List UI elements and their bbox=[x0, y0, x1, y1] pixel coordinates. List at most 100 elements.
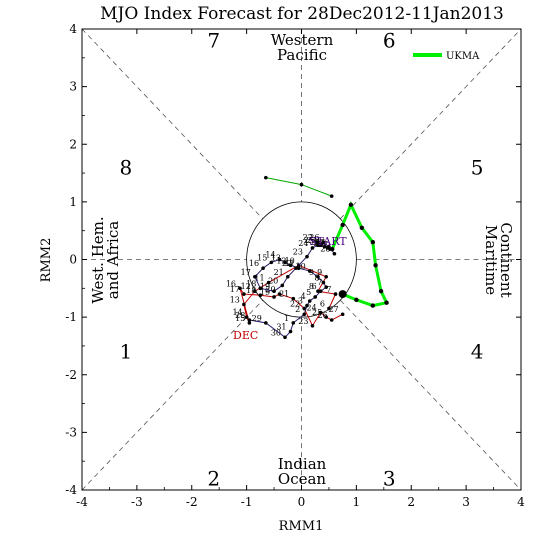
series-0-day-label: 25 bbox=[312, 308, 322, 317]
series-1-point bbox=[283, 260, 287, 265]
series-1-point bbox=[280, 283, 285, 288]
series-1-day-label: 3 bbox=[298, 297, 303, 306]
series-0-day-label: 13 bbox=[230, 295, 240, 304]
series-1-day-label: 4 bbox=[301, 292, 306, 301]
series-1-day-label: 2 bbox=[295, 305, 300, 314]
series-1-day-label: 30 bbox=[271, 328, 281, 337]
series-0-day-label: 6 bbox=[320, 299, 325, 308]
series-0-day-label: 12 bbox=[241, 282, 251, 291]
series-1-point bbox=[283, 335, 287, 340]
series-0-point bbox=[291, 296, 296, 301]
series-2-day-label: 25 bbox=[314, 239, 324, 248]
x-tick-label: -2 bbox=[186, 495, 198, 509]
series-1-point bbox=[264, 321, 268, 325]
series-1-day-label: 16 bbox=[249, 259, 259, 268]
series-0-point bbox=[272, 295, 276, 299]
series-1-day-label: 5 bbox=[306, 288, 311, 297]
series-1-point bbox=[288, 329, 293, 334]
y-tick-label: 3 bbox=[69, 80, 77, 94]
series-1-point bbox=[318, 289, 323, 293]
start-label: START bbox=[309, 235, 347, 248]
series-1-point bbox=[302, 312, 307, 317]
phase-5-label: 5 bbox=[471, 155, 484, 179]
series-0-day-label: 17 bbox=[230, 285, 240, 294]
indian-ocean-label-2: Ocean bbox=[278, 470, 327, 488]
series-3-point bbox=[370, 240, 376, 245]
series-3-point bbox=[370, 303, 376, 308]
series-0-day-label: 19 bbox=[260, 288, 270, 297]
series-2-day-label: 24 bbox=[310, 238, 320, 247]
series-1-point bbox=[313, 295, 318, 299]
divider-line-2 bbox=[81, 28, 263, 220]
y-tick-label: 1 bbox=[69, 195, 77, 209]
series-1-point bbox=[296, 266, 301, 270]
unit-circle bbox=[246, 201, 357, 318]
series-2-day-label: 23 bbox=[307, 236, 317, 245]
series-0-point bbox=[266, 280, 271, 285]
series-1-day-label: 12 bbox=[276, 256, 286, 265]
phase-divider-lines bbox=[81, 28, 522, 491]
series-0-day-label: 7 bbox=[326, 285, 331, 294]
x-axis-label: RMM1 bbox=[279, 519, 324, 534]
phase-8-label: 8 bbox=[120, 155, 133, 179]
indian-ocean-label-1: Indian bbox=[278, 455, 327, 473]
western-pacific-label-2: Pacific bbox=[277, 46, 327, 64]
series-0-point bbox=[329, 318, 334, 322]
series-0-day-label: 23 bbox=[298, 317, 308, 326]
y-tick-label: -3 bbox=[65, 425, 77, 439]
divider-line-1 bbox=[340, 28, 522, 220]
series-1-point bbox=[316, 274, 320, 279]
x-tick-label: -3 bbox=[131, 495, 143, 509]
y-tick-label: 0 bbox=[69, 253, 77, 267]
series-1-point bbox=[285, 274, 290, 279]
y-tick-label: 2 bbox=[69, 137, 77, 151]
series-1-day-label: 28 bbox=[235, 311, 245, 320]
series-2-day-label: 26 bbox=[316, 240, 326, 249]
series-1-day-label: 24 bbox=[298, 239, 308, 248]
series-1-point bbox=[305, 254, 309, 259]
y-axis-label: RMM2 bbox=[39, 238, 54, 283]
series-0-day-label: 20 bbox=[265, 285, 275, 294]
series-0-point bbox=[247, 321, 252, 325]
series-0-day-label: 27 bbox=[328, 305, 338, 314]
series-0-point bbox=[244, 315, 249, 319]
series-3-point bbox=[359, 225, 365, 231]
west-hem-label-1: West. Hem. bbox=[89, 216, 107, 303]
series-0-point bbox=[340, 312, 345, 317]
series-1-point bbox=[288, 263, 293, 268]
series-3-point bbox=[348, 202, 354, 207]
series-0-day-label: 18 bbox=[246, 286, 256, 295]
series-1-day-label: 14 bbox=[265, 251, 275, 260]
series-1-day-label: 6 bbox=[312, 282, 317, 291]
x-tick-label: 2 bbox=[407, 495, 415, 509]
region-labels: Western Pacific Indian Ocean West. Hem. … bbox=[89, 31, 515, 488]
y-tick-label: -4 bbox=[65, 483, 77, 497]
series-0-day-label: 11 bbox=[254, 274, 264, 283]
phase-7-label: 7 bbox=[207, 29, 220, 53]
legend: UKMA bbox=[413, 51, 480, 62]
series-0-day-label: 16 bbox=[226, 279, 236, 288]
divider-line-0 bbox=[81, 299, 263, 491]
series-0-day-label: 26 bbox=[317, 311, 327, 320]
series-1-day-label: 23 bbox=[293, 248, 303, 257]
series-1-point bbox=[310, 246, 315, 250]
series-4-point bbox=[299, 182, 304, 187]
series-0-line bbox=[239, 264, 343, 327]
series-0-point bbox=[324, 315, 328, 319]
series-1-point bbox=[269, 260, 274, 265]
x-tick-label: 1 bbox=[353, 495, 361, 509]
series-3-point bbox=[378, 288, 384, 294]
series-1-day-label: 13 bbox=[271, 253, 281, 262]
series-0-day-label: 10 bbox=[285, 256, 295, 265]
phase-2-label: 2 bbox=[207, 466, 220, 490]
series-3-point bbox=[354, 297, 359, 303]
series-0-point bbox=[302, 306, 307, 311]
series-1-point bbox=[321, 240, 326, 245]
series-0-point bbox=[310, 323, 315, 328]
phase-4-label: 4 bbox=[471, 340, 484, 364]
series-1-day-label: 17 bbox=[241, 268, 251, 277]
series-0-day-label: 14 bbox=[232, 308, 242, 317]
